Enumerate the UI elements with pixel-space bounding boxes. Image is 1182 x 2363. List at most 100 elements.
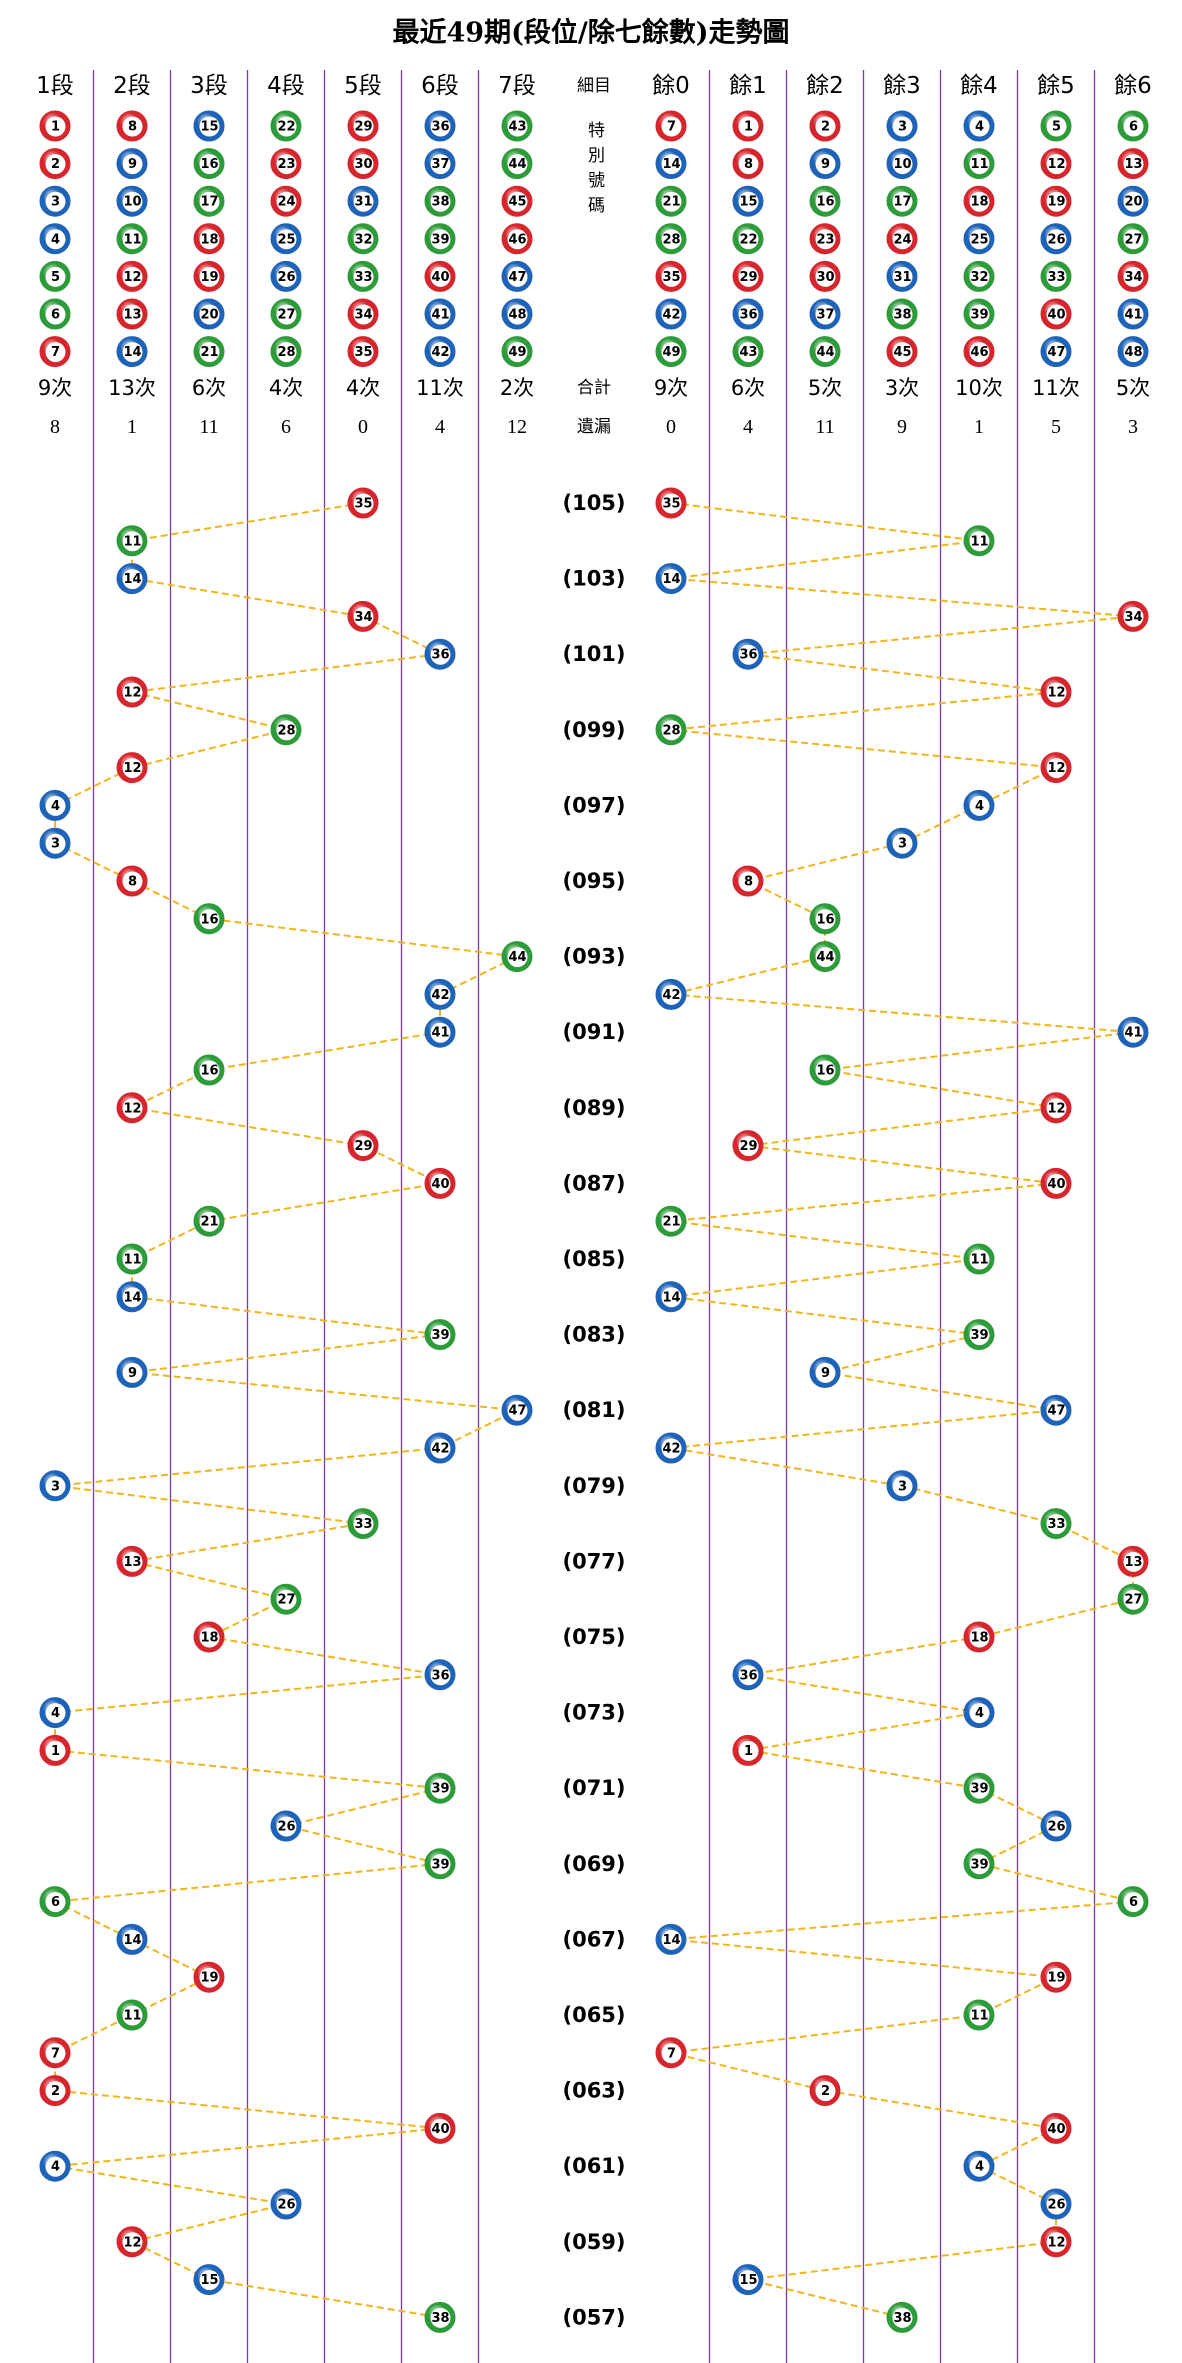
ball-number: 4 [975, 1706, 984, 1721]
ball: 33 [1040, 260, 1072, 292]
ball-number: 40 [431, 270, 449, 285]
ball: 33 [347, 260, 379, 292]
ball-number: 1 [51, 120, 60, 135]
ball: 4 [39, 789, 71, 821]
ball: 39 [963, 1772, 995, 1804]
ball: 40 [424, 260, 456, 292]
ball-number: 26 [277, 1820, 295, 1835]
ball-number: 29 [739, 270, 757, 285]
ball: 39 [963, 1319, 995, 1351]
ball-number: 7 [51, 2046, 60, 2061]
ball: 14 [116, 1281, 148, 1313]
ball: 14 [116, 563, 148, 595]
ball: 11 [116, 525, 148, 557]
count: 9次 [38, 376, 72, 400]
ball: 41 [424, 1016, 456, 1048]
ball-number: 26 [277, 270, 295, 285]
period-label: (079) [562, 1474, 625, 1498]
ball: 49 [655, 336, 687, 368]
ball: 12 [116, 1092, 148, 1124]
ball: 42 [424, 1432, 456, 1464]
ball-number: 26 [1047, 1820, 1065, 1835]
count: 6次 [192, 376, 226, 400]
ball-number: 17 [893, 195, 911, 210]
column-header: 餘3 [883, 73, 921, 99]
ball: 29 [347, 1130, 379, 1162]
ball-number: 9 [128, 1366, 137, 1381]
ball: 3 [39, 185, 71, 217]
ball: 9 [809, 148, 841, 180]
ball: 4 [963, 1697, 995, 1729]
ball-number: 39 [431, 1782, 449, 1797]
period-label: (059) [562, 2230, 625, 2254]
ball: 43 [732, 336, 764, 368]
ball-number: 39 [431, 232, 449, 247]
ball: 22 [270, 110, 302, 142]
ball: 4 [39, 1697, 71, 1729]
ball: 2 [39, 2075, 71, 2107]
ball-number: 28 [662, 232, 680, 247]
ball: 41 [1117, 1016, 1149, 1048]
ball: 35 [347, 336, 379, 368]
period-label: (077) [562, 1549, 625, 1573]
ball-number: 20 [1124, 195, 1142, 210]
ball-number: 18 [200, 1631, 218, 1646]
ball-number: 4 [975, 2160, 984, 2175]
ball: 10 [886, 148, 918, 180]
ball-number: 5 [51, 270, 60, 285]
ball-number: 31 [893, 270, 911, 285]
ball: 36 [732, 298, 764, 330]
ball: 16 [193, 148, 225, 180]
ball-number: 13 [123, 308, 141, 323]
ball-number: 40 [1047, 1177, 1065, 1192]
ball: 11 [963, 1999, 995, 2031]
ball-number: 22 [277, 120, 295, 135]
ball-number: 33 [354, 1517, 372, 1532]
ball-number: 14 [662, 157, 680, 172]
ball-number: 21 [200, 345, 218, 360]
ball: 40 [1040, 298, 1072, 330]
ball-number: 9 [821, 157, 830, 172]
period-label: (075) [562, 1625, 625, 1649]
ball: 11 [963, 525, 995, 557]
ball-number: 33 [1047, 1517, 1065, 1532]
ball-number: 3 [898, 1479, 907, 1494]
ball-number: 26 [1047, 2198, 1065, 2213]
ball-number: 4 [51, 232, 60, 247]
ball-number: 38 [431, 195, 449, 210]
ball: 28 [270, 336, 302, 368]
ball: 26 [1040, 223, 1072, 255]
period-label: (105) [562, 491, 625, 515]
ball: 4 [39, 2150, 71, 2182]
ball: 7 [39, 336, 71, 368]
ball-number: 22 [739, 232, 757, 247]
ball: 36 [732, 1659, 764, 1691]
ball: 1 [39, 110, 71, 142]
ball-number: 35 [354, 497, 372, 512]
ball-number: 11 [123, 1253, 141, 1268]
ball: 36 [732, 638, 764, 670]
ball: 39 [424, 223, 456, 255]
ball-number: 45 [508, 195, 526, 210]
ball: 14 [116, 336, 148, 368]
ball: 12 [116, 752, 148, 784]
ball-number: 4 [51, 1706, 60, 1721]
count: 11次 [416, 376, 464, 400]
count: 4次 [346, 376, 380, 400]
ball-number: 24 [277, 195, 295, 210]
ball: 40 [424, 1167, 456, 1199]
ball: 6 [39, 298, 71, 330]
ball: 11 [963, 1243, 995, 1275]
ball: 8 [116, 110, 148, 142]
ball: 49 [501, 336, 533, 368]
ball-number: 43 [739, 345, 757, 360]
period-label: (095) [562, 869, 625, 893]
ball: 12 [1040, 2226, 1072, 2258]
count: 2次 [500, 376, 534, 400]
ball: 39 [424, 1319, 456, 1351]
ball-number: 28 [277, 345, 295, 360]
ball-number: 10 [893, 157, 911, 172]
ball: 47 [501, 260, 533, 292]
ball-number: 37 [816, 308, 834, 323]
